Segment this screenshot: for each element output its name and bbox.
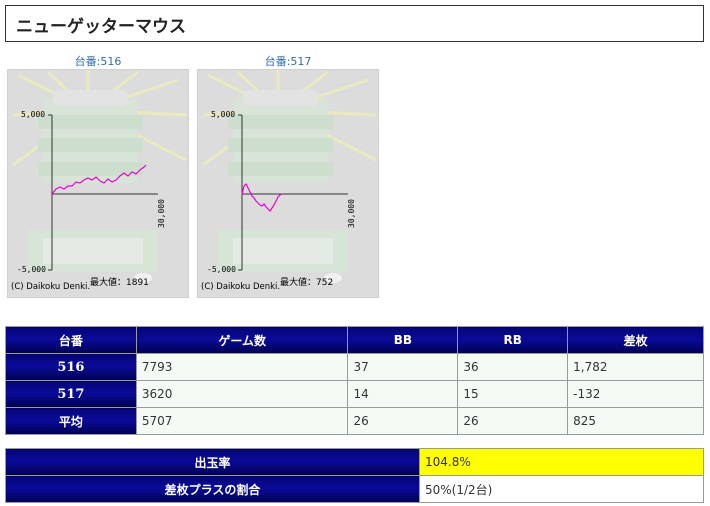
col-header-diff: 差枚 <box>567 326 704 354</box>
copyright-text: (C) Daikoku Denki. <box>201 282 281 292</box>
x-max-label: 30,000 <box>157 199 166 228</box>
max-value-label: 最大値：1891 <box>90 278 149 288</box>
payout-row: 出玉率 104.8% <box>5 448 704 476</box>
row-machine-id[interactable]: 517 <box>5 380 137 408</box>
table-row-average: 平均 5707 26 26 825 <box>5 407 704 435</box>
cell-games: 5707 <box>135 407 349 435</box>
copyright-text: (C) Daikoku Denki. <box>11 282 91 292</box>
graph-516: 台番:516 <box>7 55 189 298</box>
balance-line <box>241 182 283 212</box>
summary-table: 出玉率 104.8% 差枚プラスの割合 50%(1/2台) <box>5 448 704 503</box>
table-row: 516 7793 37 36 1,782 <box>5 353 704 381</box>
cell-rb: 36 <box>457 353 569 381</box>
x-max-label: 30,000 <box>347 199 356 228</box>
graph-machine-label[interactable]: 台番:517 <box>264 55 312 68</box>
cell-rb: 26 <box>457 407 569 435</box>
graph-517: 台番:517 <box>197 55 379 298</box>
y-max-label: 5,000 <box>211 110 236 119</box>
machine-data-table: 台番 ゲーム数 BB RB 差枚 516 7793 37 36 1,782 51… <box>5 326 704 435</box>
y-min-label: -5,000 <box>17 265 46 274</box>
cell-diff: 825 <box>567 407 704 435</box>
col-header-games: ゲーム数 <box>135 326 349 354</box>
plus-ratio-label: 差枚プラスの割合 <box>5 475 420 503</box>
graph-canvas <box>202 70 377 283</box>
payout-label: 出玉率 <box>5 448 420 476</box>
background-illustration <box>12 70 187 283</box>
balance-line <box>51 164 147 195</box>
cell-bb: 37 <box>347 353 459 381</box>
cell-games: 7793 <box>135 353 349 381</box>
cell-bb: 26 <box>347 407 459 435</box>
max-value-label: 最大値：752 <box>280 278 334 288</box>
graph-machine-label[interactable]: 台番:516 <box>74 55 122 68</box>
graph-canvas <box>12 70 187 283</box>
payout-value: 104.8% <box>419 448 704 476</box>
row-machine-id[interactable]: 516 <box>5 353 137 381</box>
background-illustration <box>202 70 377 283</box>
row-average-label: 平均 <box>5 407 137 435</box>
page-title: ニューゲッターマウス <box>5 5 704 42</box>
y-min-label: -5,000 <box>207 265 236 274</box>
cell-games: 3620 <box>135 380 349 408</box>
cell-diff: 1,782 <box>567 353 704 381</box>
cell-bb: 14 <box>347 380 459 408</box>
col-header-bb: BB <box>347 326 459 354</box>
col-header-machine: 台番 <box>5 326 137 354</box>
col-header-rb: RB <box>457 326 569 354</box>
plus-ratio-value: 50%(1/2台) <box>419 475 704 503</box>
plus-ratio-row: 差枚プラスの割合 50%(1/2台) <box>5 475 704 503</box>
graph-panel: 5,000 -5,000 30,000 最大値：752 (C) Daikoku … <box>197 69 379 298</box>
graph-panel: 5,000 -5,000 30,000 最大値：1891 (C) Daikoku… <box>7 69 189 298</box>
cell-rb: 15 <box>457 380 569 408</box>
table-row: 517 3620 14 15 -132 <box>5 380 704 408</box>
table-header-row: 台番 ゲーム数 BB RB 差枚 <box>5 326 704 354</box>
cell-diff: -132 <box>567 380 704 408</box>
y-max-label: 5,000 <box>21 110 46 119</box>
